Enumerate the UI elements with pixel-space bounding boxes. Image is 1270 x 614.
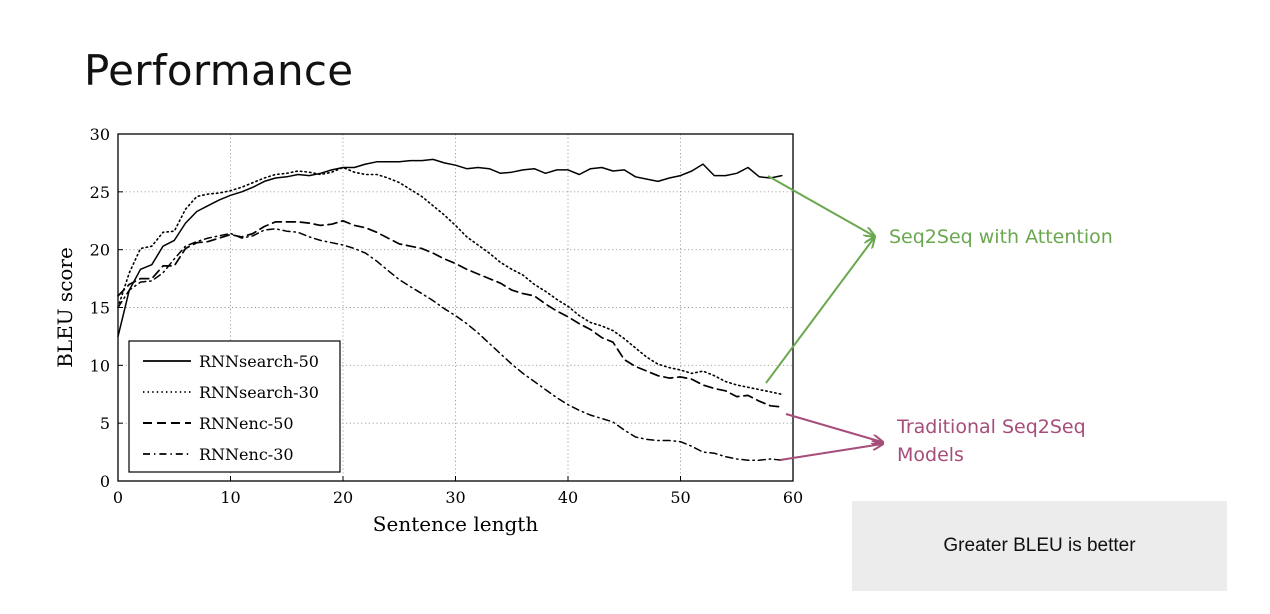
legend-label: RNNenc-30 xyxy=(199,445,294,464)
y-tick-label: 20 xyxy=(90,241,110,260)
series-line-rnnsearch-50 xyxy=(117,158,783,338)
series-line-rnnsearch-30 xyxy=(117,166,783,396)
y-tick-label: 30 xyxy=(90,125,110,144)
arrow-traditional-lower xyxy=(779,444,882,461)
x-tick-label: 60 xyxy=(783,488,803,507)
legend-label: RNNenc-50 xyxy=(199,414,294,433)
note-text: Greater BLEU is better xyxy=(943,535,1136,556)
annotation-arrows xyxy=(765,175,882,461)
y-tick-label: 25 xyxy=(90,183,110,202)
legend-label: RNNsearch-30 xyxy=(199,383,319,402)
y-tick-label: 5 xyxy=(100,414,110,433)
x-tick-label: 50 xyxy=(670,488,690,507)
tick-layer: 0 10 20 30 40 50 60 0 5 10 15 20 25 30 xyxy=(90,125,804,507)
slide-title: Performance xyxy=(84,46,354,95)
y-axis-title: BLEU score xyxy=(53,247,77,368)
annotation-traditional-line-2: Models xyxy=(897,444,964,466)
annotation-traditional: Traditional Seq2Seq Models xyxy=(897,413,1086,469)
arrow-attention-lower xyxy=(765,238,874,384)
y-tick-label: 0 xyxy=(100,472,110,491)
legend-box xyxy=(128,340,341,473)
annotation-attention: Seq2Seq with Attention xyxy=(889,226,1113,248)
x-tick-label: 0 xyxy=(113,488,123,507)
y-tick-label: 10 xyxy=(90,356,110,375)
series-layer xyxy=(117,158,783,461)
grid-layer xyxy=(118,134,793,481)
legend-label: RNNsearch-50 xyxy=(199,352,319,371)
arrow-traditional-upper xyxy=(785,413,882,442)
y-tick-label: 15 xyxy=(90,299,110,318)
annotation-traditional-line-1: Traditional Seq2Seq xyxy=(897,416,1086,438)
x-tick-label: 40 xyxy=(558,488,578,507)
x-tick-label: 20 xyxy=(333,488,353,507)
x-tick-label: 30 xyxy=(445,488,465,507)
x-tick-label: 10 xyxy=(220,488,240,507)
series-line-rnnenc-50 xyxy=(117,219,783,408)
arrow-attention-upper xyxy=(767,175,874,236)
legend: RNNsearch-50 RNNsearch-30 RNNenc-50 RNNenc-… xyxy=(128,340,341,473)
note-box: Greater BLEU is better xyxy=(852,501,1227,591)
x-axis-title: Sentence length xyxy=(373,512,539,536)
